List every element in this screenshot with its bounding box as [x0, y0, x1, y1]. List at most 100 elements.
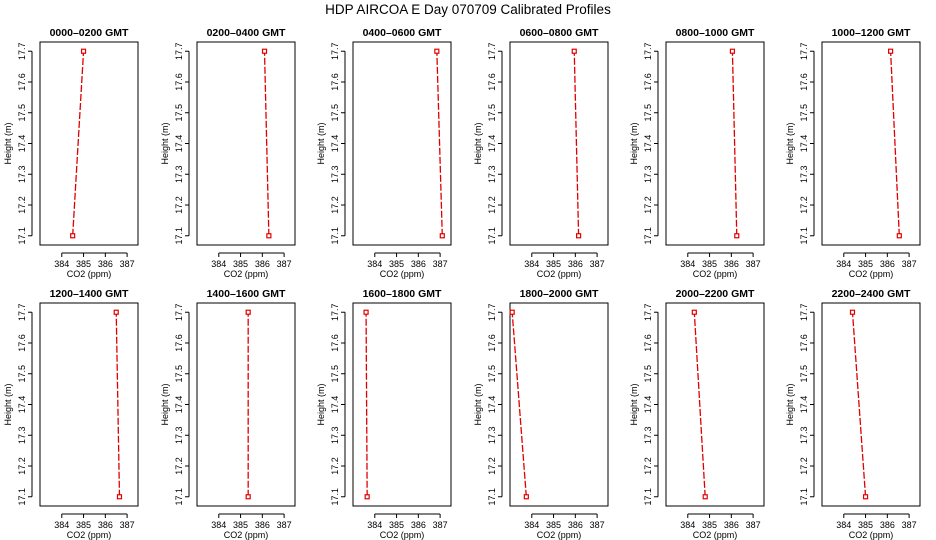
chart-2-y-tick-label: 17.7 [174, 42, 184, 60]
chart-9-y-tick-label: 17.2 [330, 457, 340, 475]
chart-1-x-tick-label: 387 [120, 259, 135, 269]
chart-7-y-tick-label: 17.2 [17, 457, 27, 475]
chart-10-x-tick-label: 385 [546, 520, 561, 530]
chart-7-title: 1200–1400 GMT [50, 288, 129, 300]
chart-5-x-tick-label: 384 [680, 259, 695, 269]
chart-11-y-tick-label: 17.3 [643, 426, 653, 444]
chart-3-x-tick-label: 384 [367, 259, 382, 269]
chart-6-x-tick-label: 386 [880, 259, 895, 269]
chart-2-x-tick-label: 384 [211, 259, 226, 269]
chart-6-x-tick-label: 387 [902, 259, 917, 269]
chart-9-y-tick-label: 17.7 [330, 303, 340, 321]
chart-4-y-tick-label: 17.4 [487, 135, 497, 153]
chart-10-x-axis-label: CO2 (ppm) [537, 530, 582, 540]
chart-5-y-tick-label: 17.5 [643, 104, 653, 122]
chart-2-y-tick-label: 17.4 [174, 135, 184, 153]
chart-9-y-tick-label: 17.5 [330, 365, 340, 383]
chart-8-data-point [245, 494, 251, 500]
chart-7-y-tick-label: 17.1 [17, 488, 27, 506]
chart-7-data-point [113, 309, 119, 315]
chart-5-data-point [734, 233, 740, 239]
chart-12-x-tick-label: 386 [880, 520, 895, 530]
chart-5-title: 0800–1000 GMT [676, 27, 755, 39]
chart-9-y-tick-label: 17.4 [330, 396, 340, 414]
chart-7-frame [39, 302, 139, 507]
chart-6-frame [821, 41, 921, 246]
chart-3-data-point [434, 48, 440, 54]
chart-3-y-tick-label: 17.3 [330, 165, 340, 183]
chart-10-x-tick-label: 387 [590, 520, 605, 530]
chart-1-frame [39, 41, 139, 246]
chart-5-y-tick-label: 17.6 [643, 73, 653, 91]
chart-9-y-axis-label: Height (m) [316, 383, 326, 425]
chart-3-y-tick-label: 17.1 [330, 227, 340, 245]
chart-6-profile-line [889, 51, 900, 236]
chart-1-y-tick-label: 17.2 [17, 196, 27, 214]
chart-11-data-point [691, 309, 697, 315]
chart-8-title: 1400–1600 GMT [207, 288, 286, 300]
chart-1-y-tick-label: 17.5 [17, 104, 27, 122]
chart-5-y-tick-label: 17.3 [643, 165, 653, 183]
chart-12-y-tick-label: 17.2 [799, 457, 809, 475]
chart-2-y-axis-label: Height (m) [160, 122, 170, 164]
chart-11-title: 2000–2200 GMT [676, 288, 755, 300]
chart-6-y-tick-label: 17.4 [799, 135, 809, 153]
chart-6-x-tick-label: 384 [836, 259, 851, 269]
chart-10-profile-line [511, 312, 527, 497]
chart-4-data-point [571, 48, 577, 54]
chart-3-x-tick-label: 385 [389, 259, 404, 269]
chart-6-x-tick-label: 385 [858, 259, 873, 269]
chart-3-y-tick-label: 17.4 [330, 135, 340, 153]
chart-10-frame [509, 302, 609, 507]
chart-2-x-tick-label: 386 [255, 259, 270, 269]
chart-1-y-tick-label: 17.3 [17, 165, 27, 183]
chart-10-y-tick-label: 17.2 [487, 457, 497, 475]
chart-5-y-tick-label: 17.7 [643, 42, 653, 60]
chart-7-y-tick-label: 17.6 [17, 334, 27, 352]
chart-4-title: 0600–0800 GMT [520, 27, 599, 39]
chart-3-y-tick-label: 17.6 [330, 73, 340, 91]
chart-11-x-tick-label: 385 [702, 520, 717, 530]
chart-7-y-tick-label: 17.7 [17, 303, 27, 321]
chart-9-x-axis-label: CO2 (ppm) [380, 530, 425, 540]
chart-8-frame [196, 302, 296, 507]
chart-8-x-tick-label: 385 [233, 520, 248, 530]
chart-12-y-axis-label: Height (m) [785, 383, 795, 425]
chart-1-y-axis-label: Height (m) [3, 122, 13, 164]
chart-2-y-tick-label: 17.3 [174, 165, 184, 183]
chart-9-x-tick-label: 385 [389, 520, 404, 530]
chart-12-profile-line [851, 312, 867, 497]
chart-12-x-axis-label: CO2 (ppm) [849, 530, 894, 540]
chart-9-x-tick-label: 384 [367, 520, 382, 530]
chart-9-data-point [363, 309, 369, 315]
chart-6-data-point [887, 48, 894, 54]
chart-4-y-tick-label: 17.2 [487, 196, 497, 214]
chart-6-y-tick-label: 17.2 [799, 196, 809, 214]
chart-10-data-point [509, 309, 515, 315]
chart-1-x-tick-label: 386 [98, 259, 113, 269]
chart-7-x-tick-label: 385 [76, 520, 91, 530]
chart-7-y-tick-label: 17.3 [17, 426, 27, 444]
chart-9-profile-line [365, 312, 368, 497]
chart-6-y-tick-label: 17.5 [799, 104, 809, 122]
chart-4-y-tick-label: 17.6 [487, 73, 497, 91]
chart-8-x-tick-label: 384 [211, 520, 226, 530]
chart-3-profile-line [436, 51, 443, 236]
chart-10-y-tick-label: 17.6 [487, 334, 497, 352]
chart-3-y-tick-label: 17.7 [330, 42, 340, 60]
chart-11-profile-line [693, 312, 706, 497]
chart-2-y-tick-label: 17.6 [174, 73, 184, 91]
chart-10-x-tick-label: 384 [524, 520, 539, 530]
chart-3-frame [352, 41, 452, 246]
chart-12-data-point [862, 494, 869, 500]
chart-4-y-tick-label: 17.3 [487, 165, 497, 183]
chart-6-title: 1000–1200 GMT [832, 27, 911, 39]
chart-1-x-axis-label: CO2 (ppm) [67, 269, 112, 279]
chart-11-y-tick-label: 17.5 [643, 365, 653, 383]
chart-11-y-tick-label: 17.4 [643, 396, 653, 414]
chart-9-data-point [364, 494, 370, 500]
chart-11-y-tick-label: 17.7 [643, 303, 653, 321]
chart-1-y-tick-label: 17.4 [17, 135, 27, 153]
chart-12-y-tick-label: 17.5 [799, 365, 809, 383]
